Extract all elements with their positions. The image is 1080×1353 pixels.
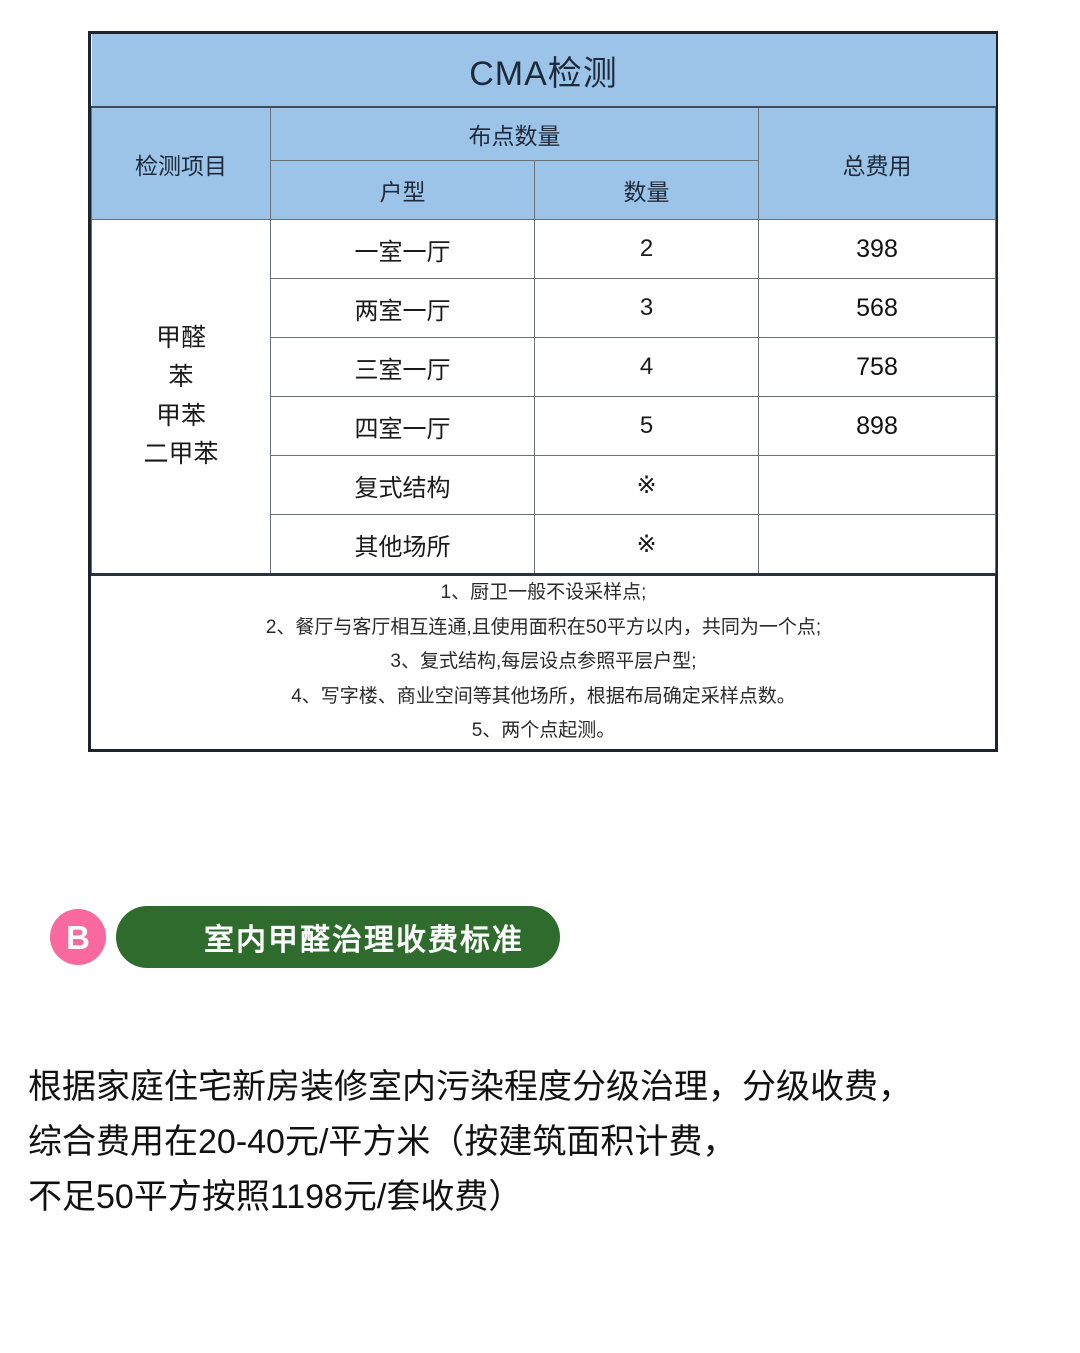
cell-house-type: 两室一厅	[270, 278, 535, 338]
cell-quantity: ※	[534, 455, 759, 515]
cell-quantity: ※	[534, 514, 759, 576]
table-notes: 1、厨卫一般不设采样点; 2、餐厅与客厅相互连通,且使用面积在50平方以内，共同…	[91, 572, 996, 749]
detection-item-line: 二甲苯	[143, 440, 219, 469]
cell-quantity: 4	[534, 337, 759, 397]
cell-house-type: 复式结构	[270, 455, 535, 515]
detection-item-line: 苯	[168, 362, 194, 391]
note-item: 4、写字楼、商业空间等其他场所，根据布局确定采样点数。	[291, 685, 796, 707]
detection-item-line: 甲醛	[155, 324, 206, 352]
column-header-total-fee: 总费用	[758, 106, 996, 220]
table-header-row-upper: 检测项目 布点数量 总费用	[91, 106, 996, 220]
cell-quantity: 5	[534, 396, 759, 456]
table-title: CMA检测	[91, 34, 996, 108]
table-row: 三室一厅 4 758	[92, 337, 996, 397]
cell-total-fee	[758, 455, 996, 515]
cell-total-fee: 758	[758, 337, 996, 397]
cell-house-type: 三室一厅	[270, 337, 535, 397]
note-item: 3、复式结构,每层设点参照平层户型;	[390, 651, 697, 673]
note-item: 5、两个点起测。	[471, 720, 616, 742]
column-header-item: 检测项目	[91, 106, 271, 220]
section-b-pill: 室内甲醛治理收费标准	[116, 906, 560, 968]
cell-quantity: 2	[534, 219, 759, 279]
cell-total-fee: 398	[758, 219, 996, 279]
table-header-row-lower: 户型 数量	[92, 160, 996, 220]
table-row: 其他场所 ※	[92, 514, 996, 576]
pricing-description: 根据家庭住宅新房装修室内污染程度分级治理，分级收费， 综合费用在20-40元/平…	[28, 1060, 1058, 1225]
cell-quantity: 3	[534, 278, 759, 338]
pricing-description-line: 综合费用在20-40元/平方米（按建筑面积计费，	[28, 1123, 737, 1162]
cell-total-fee: 568	[758, 278, 996, 338]
table-row: 甲醛 苯 甲苯 二甲苯 一室一厅 2 398	[91, 219, 996, 575]
section-b-badge-label: B	[66, 918, 90, 956]
table-row: 四室一厅 5 898	[92, 396, 996, 456]
cell-total-fee: 898	[758, 396, 996, 456]
table-row: 两室一厅 3 568	[92, 278, 996, 338]
detection-item-line: 甲苯	[155, 401, 206, 430]
note-item: 2、餐厅与客厅相互连通,且使用面积在50平方以内，共同为一个点;	[265, 616, 822, 638]
pricing-description-line: 不足50平方按照1198元/套收费）	[28, 1178, 523, 1217]
cell-total-fee	[758, 514, 996, 576]
cma-detection-table-card: CMA检测 检测项目 布点数量 总费用 户型 数量 甲醛 苯 甲苯 二甲苯 一室…	[88, 31, 998, 752]
detection-item-cell: 甲醛 苯 甲苯 二甲苯	[91, 219, 271, 575]
section-b-title: 室内甲醛治理收费标准	[204, 924, 524, 957]
cell-house-type: 其他场所	[270, 514, 535, 576]
table-title-row: CMA检测	[91, 34, 996, 108]
pricing-description-line: 根据家庭住宅新房装修室内污染程度分级治理，分级收费，	[28, 1068, 912, 1106]
table-notes-row: 1、厨卫一般不设采样点; 2、餐厅与客厅相互连通,且使用面积在50平方以内，共同…	[91, 572, 996, 749]
section-b-badge: B	[50, 909, 106, 965]
cma-detection-table: CMA检测 检测项目 布点数量 总费用 户型 数量 甲醛 苯 甲苯 二甲苯 一室…	[91, 34, 996, 749]
column-header-quantity: 数量	[534, 160, 759, 220]
column-header-house-type: 户型	[270, 160, 535, 220]
cell-house-type: 四室一厅	[270, 396, 535, 456]
column-header-points-group: 布点数量	[270, 106, 759, 161]
note-item: 1、厨卫一般不设采样点;	[440, 582, 647, 603]
cell-house-type: 一室一厅	[270, 219, 535, 279]
